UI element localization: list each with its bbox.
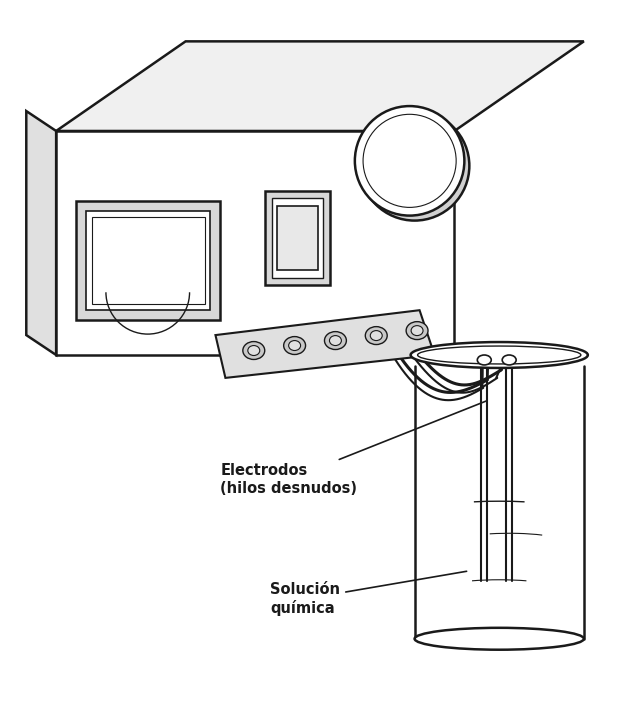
Polygon shape [56, 41, 584, 131]
Ellipse shape [243, 342, 265, 359]
Ellipse shape [324, 332, 346, 350]
Polygon shape [86, 211, 211, 311]
Polygon shape [277, 206, 318, 270]
Polygon shape [76, 201, 220, 320]
Ellipse shape [477, 355, 492, 365]
Text: Solución
química: Solución química [270, 571, 467, 615]
Ellipse shape [248, 345, 260, 355]
Ellipse shape [284, 337, 305, 354]
Ellipse shape [355, 106, 465, 216]
Polygon shape [265, 191, 330, 285]
Ellipse shape [360, 111, 469, 220]
Ellipse shape [289, 340, 301, 350]
Ellipse shape [502, 355, 516, 365]
Ellipse shape [411, 325, 423, 335]
Ellipse shape [371, 330, 382, 340]
Ellipse shape [330, 335, 341, 345]
Ellipse shape [415, 627, 584, 649]
Polygon shape [56, 131, 454, 355]
Polygon shape [26, 111, 56, 355]
Text: Electrodos
(hilos desnudos): Electrodos (hilos desnudos) [220, 401, 486, 496]
Polygon shape [216, 311, 435, 378]
Ellipse shape [365, 327, 387, 345]
Ellipse shape [411, 342, 588, 368]
Ellipse shape [406, 322, 428, 340]
Polygon shape [272, 198, 323, 279]
